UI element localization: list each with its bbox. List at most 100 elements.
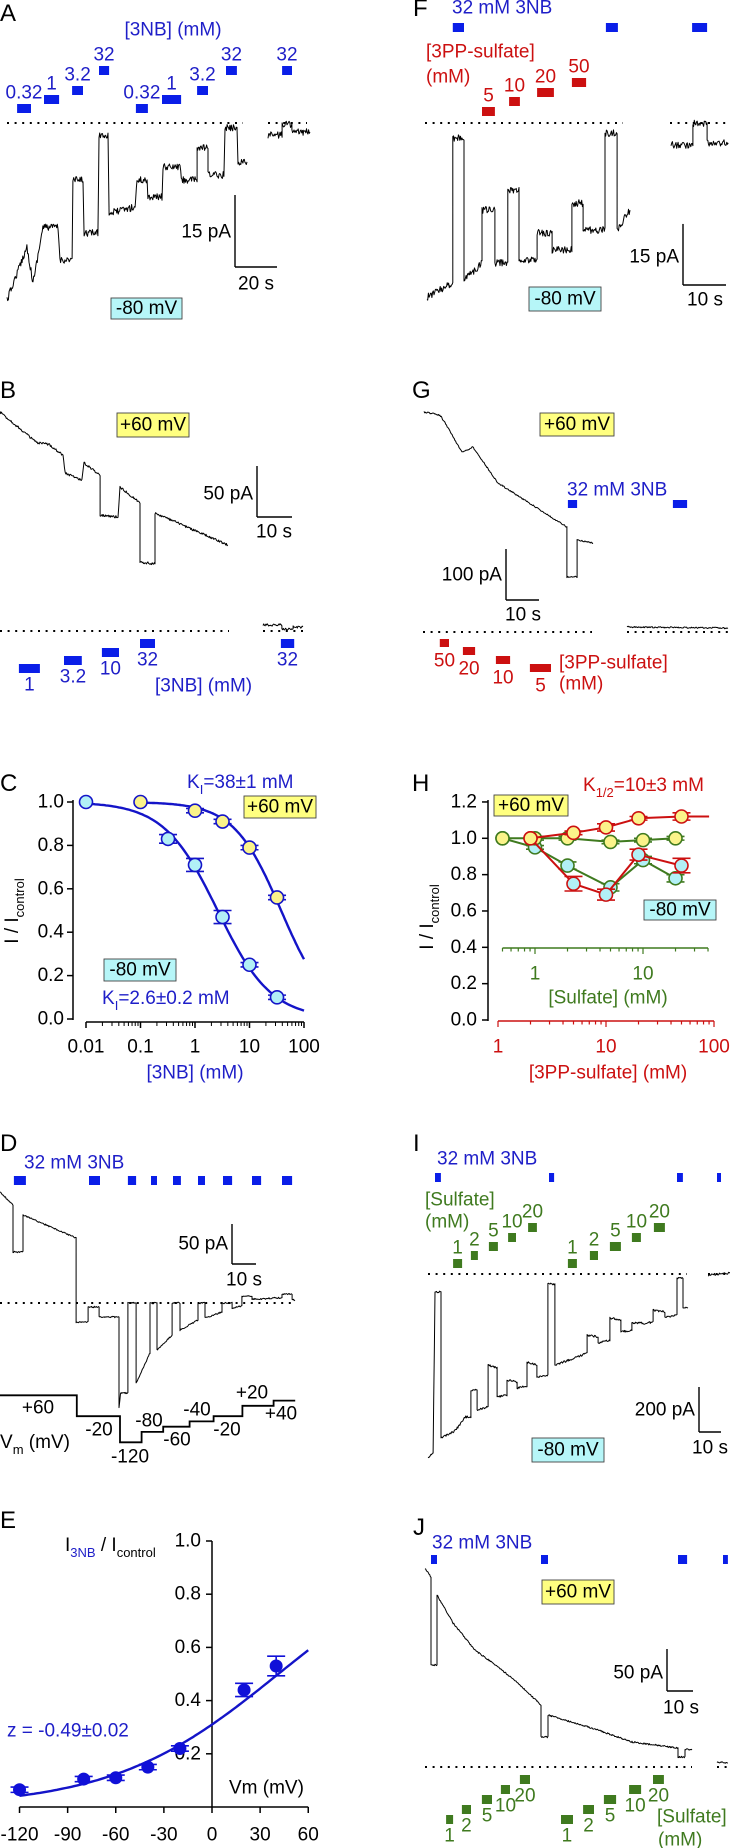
application-bar-3nb bbox=[452, 23, 464, 32]
application-bar-sulfate bbox=[488, 1242, 498, 1251]
application-label: 3.2 bbox=[64, 65, 90, 86]
ki-value: =2.6±0.2 mM bbox=[118, 988, 229, 1009]
y-tick-label: 0.2 bbox=[451, 973, 477, 994]
holding-potential-label-negative: -80 mV bbox=[109, 960, 171, 981]
application-bar-3nb bbox=[13, 1176, 26, 1185]
application-bar-sulfate bbox=[631, 1233, 641, 1242]
data-point bbox=[109, 1771, 123, 1785]
k-subscript: 1/2 bbox=[596, 785, 614, 800]
y-tick-label: 1.2 bbox=[451, 791, 477, 812]
application-label: 20 bbox=[648, 1786, 669, 1807]
application-label: 10 bbox=[626, 1212, 647, 1233]
application-bar-3nb bbox=[541, 1555, 548, 1564]
holding-potential-badge-positive bbox=[243, 795, 317, 819]
application-bar-3pp-sulfate bbox=[509, 97, 520, 106]
data-point bbox=[242, 840, 257, 855]
current-trace bbox=[262, 623, 304, 631]
data-point bbox=[242, 957, 257, 973]
data-point bbox=[598, 887, 614, 902]
data-point bbox=[215, 909, 230, 925]
voltage-step-label: -20 bbox=[213, 1420, 240, 1441]
application-bar-3nb bbox=[99, 66, 110, 75]
concentration-group-label: [3NB] (mM) bbox=[155, 676, 252, 697]
panel-f: F 32 mM 3NB [3PP-sulfate] (mM) -80 mV 15… bbox=[413, 0, 729, 312]
application-label: 2 bbox=[461, 1816, 472, 1837]
x-tick-label: 100 bbox=[288, 1037, 320, 1058]
application-bar-3pp-sulfate bbox=[462, 647, 476, 655]
concentration-group-label: [3NB] (mM) bbox=[124, 20, 221, 41]
current-trace bbox=[267, 120, 311, 139]
y-axis-label-subscript-3nb: 3NB bbox=[70, 1545, 95, 1560]
panel-i: I 32 mM 3NB [Sulfate] (mM) -80 mV 200 pA… bbox=[413, 1130, 730, 1463]
data-point bbox=[631, 811, 646, 826]
y-tick-label: 0.4 bbox=[175, 1690, 202, 1711]
ki-annotation-positive: KI=38±1 mM bbox=[187, 772, 293, 798]
x-tick-label: 30 bbox=[250, 1825, 271, 1846]
scale-bar-current-label: 200 pA bbox=[635, 1400, 696, 1421]
application-bar-3nb bbox=[64, 656, 82, 665]
application-label: 1 bbox=[24, 675, 35, 696]
holding-potential-badge bbox=[541, 1579, 615, 1605]
data-point bbox=[237, 1683, 251, 1697]
y-axis-label-main: I / I bbox=[417, 923, 438, 949]
fit-curve bbox=[19, 1649, 309, 1797]
data-point bbox=[603, 834, 618, 850]
y-tick-label: 1.0 bbox=[451, 828, 477, 849]
application-bar-3pp-sulfate bbox=[529, 664, 551, 672]
application-bar-sulfate bbox=[446, 1815, 454, 1824]
holding-potential-badge-negative bbox=[103, 958, 177, 982]
application-bar-sulfate bbox=[629, 1785, 642, 1794]
application-label: 1 bbox=[444, 1826, 455, 1847]
drug-label: 32 mM 3NB bbox=[452, 0, 552, 19]
application-bar-3pp-sulfate bbox=[571, 78, 587, 87]
data-point bbox=[269, 890, 285, 905]
application-label: 5 bbox=[610, 1221, 621, 1242]
current-trace bbox=[670, 119, 729, 149]
application-label: 32 bbox=[221, 45, 242, 66]
holding-potential-label: +60 mV bbox=[544, 414, 610, 435]
y-tick-label: 0.8 bbox=[38, 835, 64, 856]
application-bar-3nb bbox=[672, 500, 688, 508]
application-label: 10 bbox=[501, 1212, 522, 1233]
panel-label-a: A bbox=[0, 0, 16, 27]
y-tick-label: 0.4 bbox=[451, 937, 478, 958]
x-axis-label-sulfate: [Sulfate] (mM) bbox=[548, 988, 667, 1009]
voltage-step-label: -20 bbox=[85, 1420, 112, 1441]
application-label: 2 bbox=[583, 1816, 594, 1837]
holding-potential-label: +60 mV bbox=[545, 1582, 611, 1603]
scale-bar-current-label: 15 pA bbox=[181, 222, 231, 243]
application-bar-3pp-sulfate bbox=[537, 88, 554, 97]
application-bar-3nb bbox=[72, 86, 83, 95]
voltage-subscript: m bbox=[13, 1442, 24, 1457]
holding-potential-badge bbox=[539, 412, 615, 437]
application-label: 2 bbox=[469, 1230, 480, 1251]
application-bar-sulfate bbox=[603, 1795, 617, 1804]
current-trace bbox=[0, 411, 229, 566]
x-axis-label: Vm (mV) bbox=[229, 1778, 304, 1799]
application-bar-3nb bbox=[431, 1555, 437, 1564]
data-point bbox=[133, 794, 148, 810]
application-label: 5 bbox=[535, 676, 546, 697]
concentration-group-unit: (mM) bbox=[658, 1830, 702, 1848]
panel-label-j: J bbox=[413, 1514, 425, 1541]
data-point bbox=[187, 803, 203, 818]
application-label: 5 bbox=[488, 1221, 499, 1242]
current-trace bbox=[708, 1271, 730, 1277]
application-bar-3nb bbox=[435, 1173, 441, 1182]
application-bar-sulfate bbox=[470, 1251, 478, 1260]
holding-potential-badge bbox=[531, 1437, 605, 1463]
data-point bbox=[13, 1783, 27, 1797]
holding-potential-label: +60 mV bbox=[120, 415, 186, 436]
data-point bbox=[566, 825, 581, 841]
application-label: 20 bbox=[514, 1786, 535, 1807]
application-bar-3pp-sulfate bbox=[482, 107, 495, 116]
panel-label-d: D bbox=[0, 1130, 17, 1157]
x-tick-label: -30 bbox=[150, 1825, 177, 1846]
ki-annotation-negative: KI=2.6±0.2 mM bbox=[102, 988, 230, 1014]
y-axis-label-subscript: control bbox=[427, 884, 442, 923]
holding-potential-badge bbox=[528, 286, 602, 312]
k-half-annotation: K1/2=10±3 mM bbox=[583, 775, 704, 801]
holding-potential-badge bbox=[110, 297, 183, 320]
ki-symbol: K bbox=[102, 988, 115, 1009]
